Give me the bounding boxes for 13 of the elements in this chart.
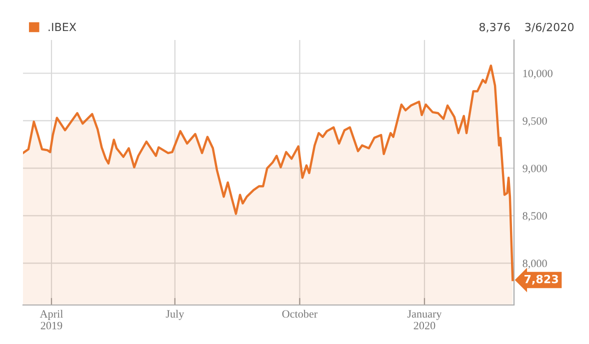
text: 8,376 xyxy=(479,22,510,32)
x-tick-label: January 2020 xyxy=(407,310,442,330)
x-tick-label: April 2019 xyxy=(40,310,63,330)
x-tick-label: July xyxy=(166,310,184,320)
y-tick-label: 8,000 xyxy=(522,260,547,269)
y-tick-label: 10,000 xyxy=(523,70,552,79)
text: 3/6/2020 xyxy=(525,22,574,32)
y-tick-label: 9,500 xyxy=(522,117,547,126)
legend-label: .IBEX xyxy=(48,22,76,32)
annotation: 7,823 xyxy=(524,274,558,285)
x-tick-label: October xyxy=(282,310,318,318)
y-tick-label: 8,500 xyxy=(522,212,547,222)
y-tick-label: 9,000 xyxy=(522,164,547,174)
